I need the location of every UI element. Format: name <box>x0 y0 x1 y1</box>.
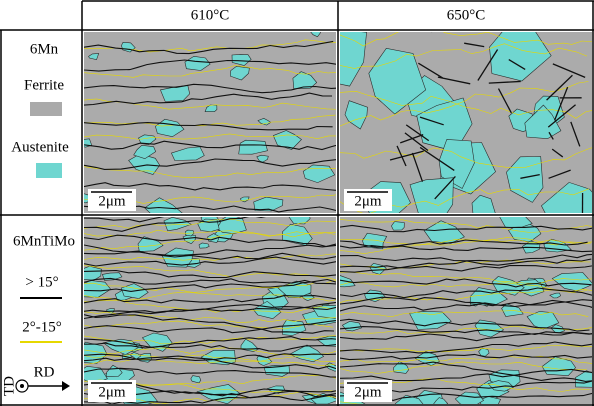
row-label: 6MnTiMo <box>13 233 75 249</box>
column-header: 650°C <box>447 7 486 23</box>
legend-label: 2°-15° <box>22 319 62 335</box>
legend-label: Austenite <box>11 139 69 155</box>
scale-bar-label: 2μm <box>354 384 382 400</box>
micrographs: 2μm 2μm 2μm 2μm <box>75 14 594 406</box>
scale-bar-label: 2μm <box>354 193 382 209</box>
orientation-symbol <box>16 380 70 392</box>
scale-bar-label: 2μm <box>98 384 126 400</box>
ferrite-swatch <box>30 102 62 116</box>
figure: 610°C 650°C 2μm 2μm 2μm 2μm 6Mn Ferrite Aus… <box>0 0 594 406</box>
micrograph: 2μm <box>75 209 350 405</box>
rd-label: RD <box>34 364 55 380</box>
row-label: 6Mn <box>30 41 59 57</box>
column-header: 610°C <box>191 7 230 23</box>
austenite-grain <box>75 266 101 280</box>
micrograph: 2μm <box>326 209 594 406</box>
legend-label: > 15° <box>25 274 58 290</box>
scale-bar-label: 2μm <box>98 193 126 209</box>
micrograph: 2μm <box>75 30 346 218</box>
austenite-grain <box>391 222 404 231</box>
td-label: TD <box>1 376 17 396</box>
austenite-swatch <box>36 163 62 178</box>
legend-label: Ferrite <box>24 77 64 93</box>
micrograph: 2μm <box>318 14 594 244</box>
